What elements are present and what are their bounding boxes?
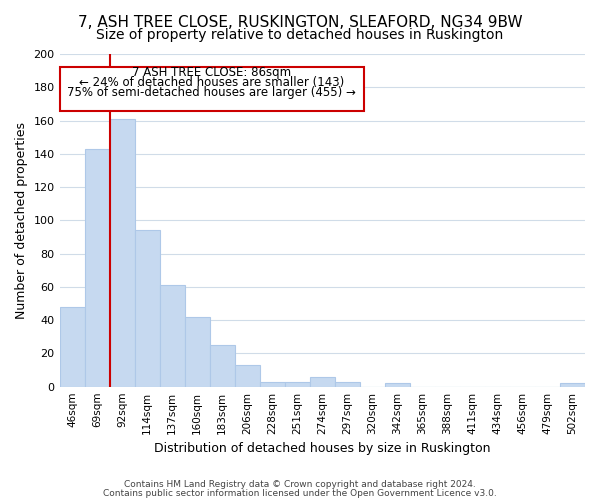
X-axis label: Distribution of detached houses by size in Ruskington: Distribution of detached houses by size …: [154, 442, 491, 455]
Y-axis label: Number of detached properties: Number of detached properties: [15, 122, 28, 319]
Bar: [285, 382, 310, 386]
Text: Contains HM Land Registry data © Crown copyright and database right 2024.: Contains HM Land Registry data © Crown c…: [124, 480, 476, 489]
Bar: [85, 149, 110, 386]
Bar: [310, 376, 335, 386]
Bar: [385, 384, 410, 386]
Bar: [134, 230, 160, 386]
Bar: [335, 382, 360, 386]
Text: 75% of semi-detached houses are larger (455) →: 75% of semi-detached houses are larger (…: [67, 86, 356, 98]
Text: 7 ASH TREE CLOSE: 86sqm: 7 ASH TREE CLOSE: 86sqm: [133, 66, 292, 78]
Text: ← 24% of detached houses are smaller (143): ← 24% of detached houses are smaller (14…: [79, 76, 344, 88]
Text: Size of property relative to detached houses in Ruskington: Size of property relative to detached ho…: [97, 28, 503, 42]
Text: Contains public sector information licensed under the Open Government Licence v3: Contains public sector information licen…: [103, 490, 497, 498]
Bar: [59, 307, 85, 386]
Text: 7, ASH TREE CLOSE, RUSKINGTON, SLEAFORD, NG34 9BW: 7, ASH TREE CLOSE, RUSKINGTON, SLEAFORD,…: [77, 15, 523, 30]
Bar: [209, 345, 235, 387]
Bar: [260, 382, 285, 386]
Bar: [235, 365, 260, 386]
Bar: [185, 317, 209, 386]
Bar: [160, 285, 185, 386]
Bar: [560, 384, 585, 386]
FancyBboxPatch shape: [59, 68, 364, 110]
Bar: [110, 119, 134, 386]
